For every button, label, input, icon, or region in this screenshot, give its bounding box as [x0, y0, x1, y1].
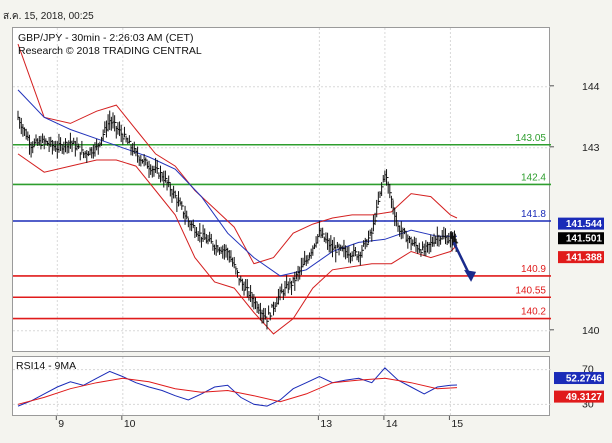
price-badge-label: 141.501: [566, 234, 603, 245]
price-chart-panel: 143.05 142.4 141.8 140.9 140.55 140.2 GBP/JPY…: [12, 27, 551, 353]
level-label: 140.2: [521, 307, 546, 318]
rsi-badge: [554, 372, 604, 385]
x-tick-label: 9: [58, 418, 64, 430]
rsi-title: RSI14 - 9MA: [16, 360, 77, 372]
bollinger-upper: [17, 43, 458, 265]
rsi-panel: RSI14 - 9MA: [12, 356, 551, 417]
rsi-badge: [554, 390, 604, 403]
level-label: 142.4: [521, 172, 546, 183]
level-label: 140.55: [515, 285, 546, 296]
rsi-y-tick-label: 30: [582, 398, 594, 410]
price-badge: [558, 217, 604, 230]
chart-title: GBP/JPY - 30min - 2:26:03 AM (CET): [18, 32, 194, 44]
forecast-arrow-head: [464, 269, 477, 282]
x-tick-label: 13: [320, 418, 332, 430]
x-tick-label: 15: [451, 418, 463, 430]
timestamp: ส.ค. 15, 2018, 00:25: [3, 11, 94, 22]
rsi-badge-label: 49.3127: [566, 392, 603, 403]
y-tick-label: 140: [582, 325, 600, 337]
level-label: 141.8: [521, 209, 546, 220]
rsi-chart-svg: [13, 357, 551, 417]
y-tick-label: 143: [582, 142, 600, 154]
chart-subtitle: Research © 2018 TRADING CENTRAL: [18, 45, 202, 57]
x-tick-label: 10: [124, 418, 136, 430]
rsi-y-tick-label: 70: [582, 364, 594, 376]
level-label: 143.05: [515, 133, 546, 144]
rsi-badge-label: 52.2746: [566, 374, 603, 385]
price-badge-label: 141.544: [566, 219, 603, 230]
rsi-series-line: [17, 367, 458, 407]
level-label: 140.9: [521, 264, 546, 275]
top-bar: ส.ค. 15, 2018, 00:25: [0, 0, 612, 22]
forecast-arrow-shaft: [452, 241, 472, 277]
rsi-series-line: [17, 377, 458, 405]
moving-average-line: [17, 89, 457, 277]
price-chart-svg: 143.05 142.4 141.8 140.9 140.55 140.2: [13, 28, 551, 353]
price-badge: [558, 232, 604, 245]
price-badge-label: 141.388: [566, 253, 603, 264]
x-tick-label: 14: [386, 418, 398, 430]
price-badge: [558, 251, 604, 264]
y-tick-label: 144: [582, 81, 600, 93]
bollinger-lower: [17, 153, 458, 335]
